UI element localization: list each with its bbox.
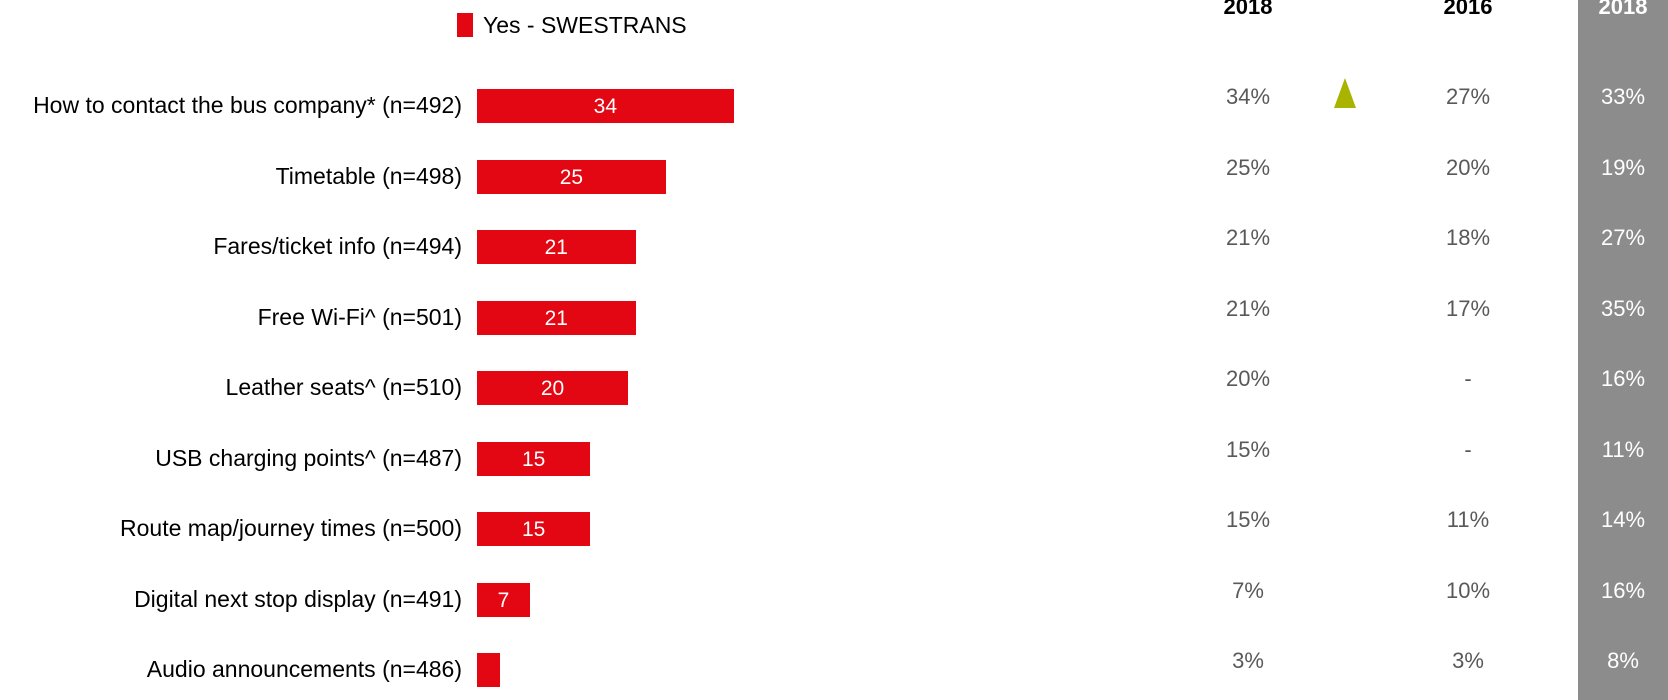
bar-value-label: 25 [559,165,584,189]
bar-value-label: 7 [497,588,510,612]
category-label: Digital next stop display (n=491) [134,585,462,612]
table-cell: 7% [1232,577,1264,603]
table-cell: 11% [1601,436,1645,462]
category-label: Leather seats^ (n=510) [225,374,462,400]
column-header-comparison-2018: 2018 [1598,0,1648,19]
table-cell: 17% [1445,295,1491,321]
legend: Yes - SWESTRANS [457,10,687,40]
bar [477,230,636,264]
table-cell: 11% [1446,507,1490,532]
bar-value-label: 15 [521,518,546,541]
legend-label: Yes - SWESTRANS [483,11,687,38]
category-label: USB charging points^ (n=487) [155,444,462,471]
table-cell: 15% [1225,436,1271,462]
table-cell: 21% [1225,225,1271,250]
column-header-2016: 2016 [1443,0,1493,19]
table-cell: 3% [1452,648,1484,673]
bar [477,582,530,617]
table-cell: 27% [1445,84,1491,109]
bar [477,89,734,123]
table-cell: 15% [1225,507,1271,532]
column-header-2018: 2018 [1223,0,1273,19]
table-cell: 20% [1445,154,1491,180]
table-cell: 35% [1600,295,1646,321]
table-cell: 34% [1225,84,1271,109]
category-label: Timetable (n=498) [275,162,462,189]
category-label: How to contact the bus company* (n=492) [33,92,462,118]
category-label: Audio announcements (n=486) [146,656,462,682]
comparison-panel [1578,0,1668,700]
bar-value-label: 21 [544,236,568,259]
bar [477,512,591,546]
category-label: Route map/journey times (n=500) [120,515,462,541]
table-cell: - [1464,366,1472,391]
bar-value-label: 34 [593,95,618,118]
table-cell: 3% [1232,648,1264,673]
table-cell: 16% [1600,366,1646,391]
table-cell: 14% [1600,507,1646,532]
table-cell: 10% [1445,577,1491,603]
table-cell: 18% [1445,225,1491,250]
table-cell: 8% [1607,648,1639,673]
table-cell: - [1464,436,1472,462]
table-cell: 25% [1225,154,1271,180]
table-cell: 33% [1600,84,1646,109]
bar [477,441,591,476]
table-cell: 16% [1600,577,1646,603]
category-label: Free Wi-Fi^ (n=501) [257,303,462,330]
table-cell: 20% [1225,366,1271,391]
bar [477,300,636,335]
category-label: Fares/ticket info (n=494) [213,233,462,259]
bar-value-label: 21 [544,306,568,330]
bar-value-label: 20 [540,377,565,400]
legend-swatch [457,13,473,37]
table-cell: 21% [1225,295,1271,321]
table-cell: 27% [1600,225,1646,250]
bar-value-label: 15 [521,447,546,471]
bar [477,653,500,687]
bar [477,159,666,194]
triangle-up-icon [1334,78,1356,108]
bar [477,371,628,405]
table-cell: 19% [1600,154,1646,180]
